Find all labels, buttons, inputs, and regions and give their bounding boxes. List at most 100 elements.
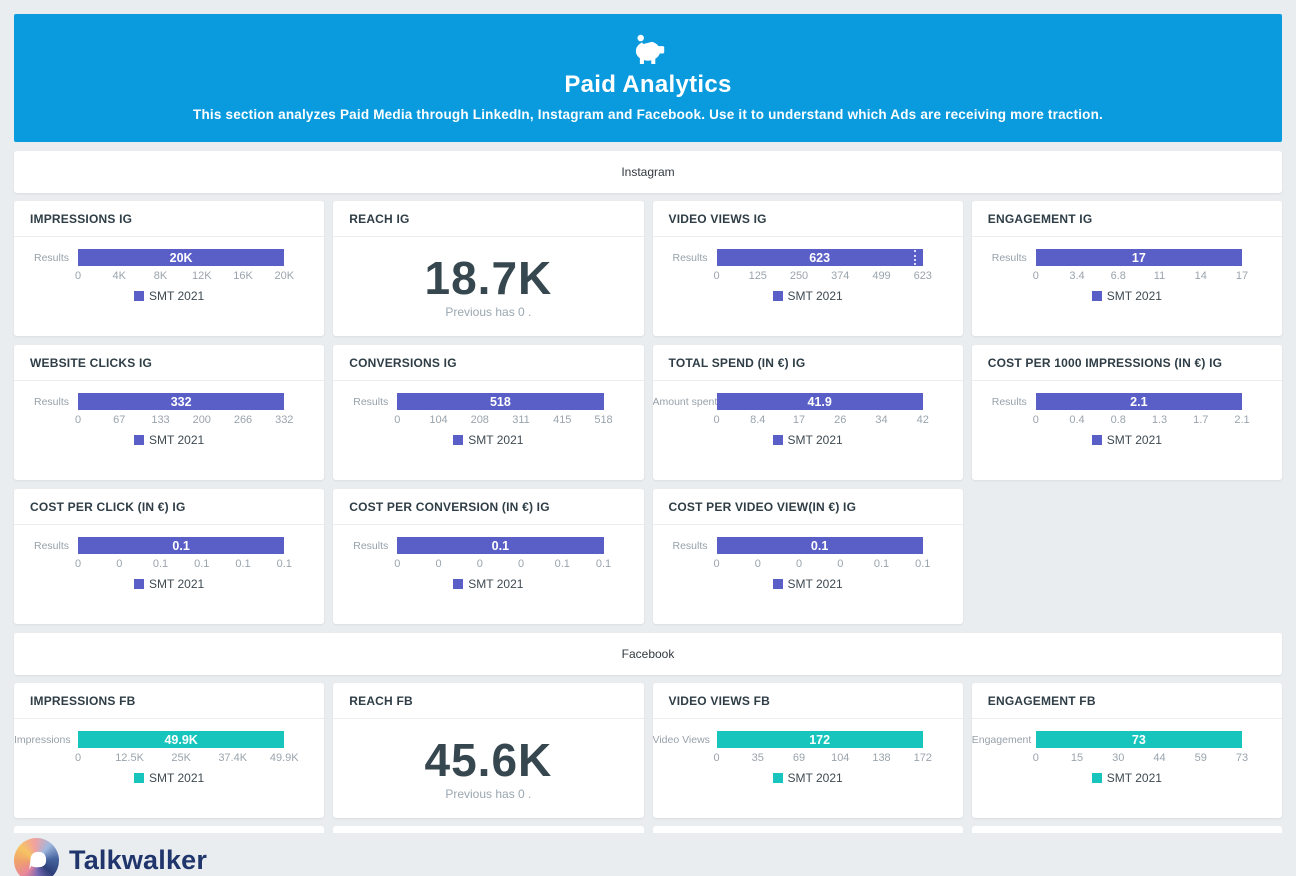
metric-value: 45.6K (424, 733, 553, 786)
bar-row: Video Views 172 (653, 731, 963, 748)
value-bar[interactable]: 623 (716, 249, 923, 266)
value-bar[interactable]: 0.1 (397, 537, 604, 554)
card-header: VIDEO VIEWS IG (652, 201, 963, 237)
legend[interactable]: SMT 2021 (333, 433, 643, 447)
axis-category-label: Results (353, 539, 389, 552)
axis-tick: 2.1 (1234, 414, 1250, 426)
previous-period-note: Previous has 0 . (445, 305, 532, 320)
axis-tick: 69 (792, 752, 806, 764)
legend[interactable]: SMT 2021 (14, 771, 324, 785)
value-bar[interactable]: 0.1 (78, 537, 285, 554)
bar-row: Impressions 49.9K (14, 731, 324, 748)
axis-category-label: Amount spent (652, 395, 717, 408)
bar-value-label: 518 (489, 394, 511, 409)
metric-card: IMPRESSIONS IG Results 20K 0 4K 8K 12K 16K 20K SM… (14, 201, 325, 336)
axis-tick: 1.3 (1151, 414, 1168, 426)
legend-label: SMT 2021 (787, 771, 843, 785)
bar-chart: Results 0.1 0 0 0.1 0.1 0.1 0.1 SMT 2021 (14, 525, 324, 591)
axis-tick: 0 (74, 558, 82, 570)
bar-value-label: 41.9 (807, 394, 832, 409)
bar-track: 20K (78, 249, 285, 266)
axis-category-label: Results (991, 395, 1027, 408)
bar-chart: Results 332 0 67 133 200 266 332 SMT 2021 (14, 381, 324, 447)
legend-label: SMT 2021 (1106, 433, 1162, 447)
value-bar[interactable]: 172 (716, 731, 923, 748)
axis-tick: 623 (913, 270, 932, 282)
axis-tick: 35 (751, 752, 764, 764)
value-bar[interactable]: 332 (78, 393, 285, 410)
card-title: VIDEO VIEWS IG (668, 211, 767, 226)
value-bar[interactable]: 20K (78, 249, 285, 266)
value-bar[interactable]: 0.1 (716, 537, 923, 554)
value-bar[interactable]: 73 (1035, 731, 1242, 748)
card-header: COST PER VIDEO VIEW(IN €) IG (652, 489, 963, 525)
axis-tick: 0.1 (152, 558, 169, 570)
axis-tick: 73 (1235, 752, 1249, 764)
card-title: CONVERSIONS IG (349, 355, 457, 370)
axis-tick: 0 (476, 558, 483, 570)
legend-swatch-icon (134, 291, 145, 301)
value-bar[interactable]: 518 (397, 393, 604, 410)
bar-chart: Results 623 0 125 250 374 499 623 SMT 2021 (653, 237, 963, 303)
value-bar[interactable]: 17 (1035, 249, 1242, 266)
legend-swatch-icon (134, 773, 145, 783)
legend[interactable]: SMT 2021 (14, 433, 324, 447)
axis-tick: 250 (789, 270, 809, 282)
metric-card: WEBSITE CLICKS IG Results 332 0 67 133 200 266 3… (14, 345, 325, 480)
axis-tick: 0 (74, 752, 82, 764)
bar-row: Engagement 73 (972, 731, 1282, 748)
legend[interactable]: SMT 2021 (972, 289, 1282, 303)
bar-chart: Amount spent 41.9 0 8.4 17 26 34 42 SMT 2021 (653, 381, 963, 447)
legend[interactable]: SMT 2021 (972, 433, 1282, 447)
legend[interactable]: SMT 2021 (14, 289, 324, 303)
legend[interactable]: SMT 2021 (653, 771, 963, 785)
legend[interactable]: SMT 2021 (14, 577, 324, 591)
axis-tick: 0.1 (276, 558, 292, 570)
bar-track: 518 (397, 393, 604, 410)
card-title: COST PER CONVERSION (IN €) IG (349, 499, 550, 514)
axis-tick: 0.8 (1110, 414, 1126, 426)
legend[interactable]: SMT 2021 (333, 577, 643, 591)
legend[interactable]: SMT 2021 (653, 577, 963, 591)
axis-tick: 12.5K (115, 752, 144, 764)
axis-tick: 125 (748, 270, 767, 282)
dashboard-body: Instagram IMPRESSIONS IG Results 20K 0 4K 8K 12… (14, 151, 1282, 833)
bar-row: Results 0.1 (653, 537, 963, 554)
bar-track: 41.9 (716, 393, 923, 410)
card-header: VIDEO VIEWS FB (652, 683, 963, 719)
metric-card: VIDEO VIEWS IG Results 623 0 125 250 374 499 623… (652, 201, 963, 336)
card-header: CONVERSIONS IG (333, 345, 644, 381)
bar-row: Results 623 (653, 249, 963, 266)
legend-swatch-icon (134, 579, 145, 589)
value-bar[interactable]: 49.9K (78, 731, 285, 748)
card-grid: IMPRESSIONS FB Impressions 49.9K 0 12.5K 25K 3… (14, 683, 1282, 818)
axis-tick: 266 (233, 414, 253, 426)
axis-tick: 4K (112, 270, 126, 282)
talkwalker-logo-icon[interactable] (14, 838, 59, 876)
value-bar[interactable]: 41.9 (716, 393, 923, 410)
axis-tick: 0.1 (554, 558, 570, 570)
legend[interactable]: SMT 2021 (653, 289, 963, 303)
card-header: COST PER CLICK (IN €) IG (14, 489, 325, 525)
x-axis-ticks: 0 12.5K 25K 37.4K 49.9K (74, 752, 299, 766)
legend[interactable]: SMT 2021 (972, 771, 1282, 785)
bar-value-label: 0.1 (491, 538, 510, 553)
empty-slot (972, 489, 1282, 624)
axis-tick: 0 (795, 558, 803, 570)
partial-card (652, 826, 963, 833)
brand-name[interactable]: Talkwalker (69, 845, 208, 875)
bar-track: 0.1 (78, 537, 285, 554)
big-number-body: 18.7K Previous has 0 . (333, 237, 643, 336)
metric-card: REACH FB 45.6K Previous has 0 . (333, 683, 644, 818)
bar-chart: Video Views 172 0 35 69 104 138 172 SMT 2021 (653, 719, 963, 785)
legend[interactable]: SMT 2021 (653, 433, 963, 447)
bar-row: Results 518 (333, 393, 643, 410)
axis-category-label: Engagement (971, 733, 1032, 746)
axis-tick: 0 (517, 558, 525, 570)
value-bar[interactable]: 2.1 (1035, 393, 1242, 410)
card-title: ENGAGEMENT FB (987, 693, 1096, 708)
x-axis-ticks: 0 67 133 200 266 332 (75, 414, 293, 428)
legend-label: SMT 2021 (468, 433, 524, 447)
metric-card: ENGAGEMENT FB Engagement 73 0 15 30 44 59 73 SMT … (971, 683, 1282, 818)
metric-card: TOTAL SPEND (IN €) IG Amount spent 41.9 0 8.… (652, 345, 963, 480)
